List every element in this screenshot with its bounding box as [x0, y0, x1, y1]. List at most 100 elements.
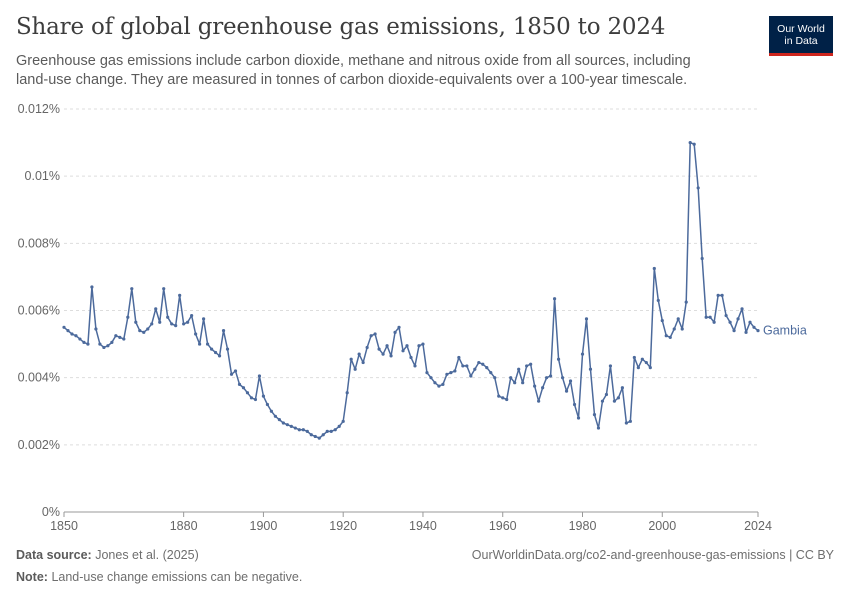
data-point[interactable]: [552, 297, 557, 301]
data-point[interactable]: [477, 360, 481, 365]
data-point[interactable]: [209, 347, 214, 351]
data-point[interactable]: [90, 285, 94, 289]
data-point[interactable]: [393, 330, 397, 334]
data-point[interactable]: [150, 322, 154, 326]
data-point[interactable]: [373, 332, 377, 336]
chart-series[interactable]: Gambia: [62, 140, 807, 440]
data-point[interactable]: [556, 357, 561, 361]
data-point[interactable]: [529, 362, 533, 366]
data-point[interactable]: [118, 335, 122, 339]
data-point[interactable]: [465, 364, 469, 368]
data-point[interactable]: [62, 325, 66, 329]
data-point[interactable]: [636, 365, 640, 370]
data-point[interactable]: [341, 419, 345, 423]
data-point[interactable]: [501, 396, 505, 400]
data-point[interactable]: [537, 399, 541, 403]
data-point[interactable]: [289, 424, 293, 428]
data-point[interactable]: [225, 347, 230, 351]
data-point[interactable]: [676, 317, 680, 321]
data-point[interactable]: [389, 354, 393, 358]
data-point[interactable]: [720, 293, 724, 297]
data-point[interactable]: [708, 315, 712, 319]
data-point[interactable]: [174, 324, 178, 328]
data-point[interactable]: [194, 332, 198, 336]
data-point[interactable]: [756, 329, 760, 333]
data-point[interactable]: [146, 327, 150, 331]
data-point[interactable]: [66, 329, 70, 333]
data-point[interactable]: [130, 287, 134, 291]
data-point[interactable]: [505, 397, 509, 402]
data-point[interactable]: [86, 342, 90, 346]
series-line-gambia[interactable]: [63, 141, 759, 439]
data-point[interactable]: [261, 394, 266, 398]
data-point[interactable]: [253, 397, 258, 402]
data-point[interactable]: [644, 360, 648, 365]
data-point[interactable]: [345, 391, 349, 395]
data-point[interactable]: [353, 367, 357, 371]
data-point[interactable]: [688, 140, 692, 145]
data-point[interactable]: [668, 335, 672, 339]
data-point[interactable]: [413, 364, 417, 368]
data-point[interactable]: [377, 347, 381, 351]
data-point[interactable]: [329, 429, 333, 433]
data-point[interactable]: [138, 329, 142, 333]
data-point[interactable]: [692, 142, 696, 146]
data-point[interactable]: [385, 344, 389, 348]
data-point[interactable]: [572, 402, 577, 407]
data-point[interactable]: [628, 419, 632, 423]
data-point[interactable]: [596, 426, 601, 430]
data-point[interactable]: [548, 374, 553, 378]
data-point[interactable]: [98, 342, 102, 346]
data-point[interactable]: [517, 367, 521, 371]
data-point[interactable]: [305, 429, 309, 433]
data-point[interactable]: [134, 320, 138, 324]
data-point[interactable]: [301, 428, 305, 432]
data-point[interactable]: [732, 329, 736, 333]
data-point[interactable]: [257, 374, 262, 378]
data-point[interactable]: [361, 360, 365, 365]
data-point[interactable]: [541, 386, 545, 390]
data-point[interactable]: [445, 372, 449, 376]
data-point[interactable]: [580, 352, 585, 356]
data-point[interactable]: [680, 327, 684, 331]
data-point[interactable]: [241, 386, 246, 390]
data-point[interactable]: [592, 413, 597, 417]
data-point[interactable]: [273, 414, 277, 418]
data-point[interactable]: [74, 334, 78, 338]
data-point[interactable]: [744, 330, 748, 334]
data-point[interactable]: [114, 334, 118, 338]
data-point[interactable]: [624, 421, 628, 425]
data-point[interactable]: [217, 354, 222, 358]
data-source-link[interactable]: Jones et al. (2025): [95, 548, 199, 562]
data-point[interactable]: [425, 371, 429, 375]
data-point[interactable]: [82, 340, 86, 345]
data-point[interactable]: [696, 186, 700, 190]
data-point[interactable]: [269, 409, 274, 413]
data-point[interactable]: [122, 337, 126, 341]
data-point[interactable]: [201, 317, 206, 321]
data-point[interactable]: [612, 399, 617, 403]
data-point[interactable]: [485, 365, 489, 370]
data-point[interactable]: [313, 434, 317, 439]
data-point[interactable]: [509, 376, 513, 380]
data-point[interactable]: [237, 382, 242, 386]
data-point[interactable]: [740, 307, 744, 311]
data-point[interactable]: [533, 384, 537, 388]
data-point[interactable]: [560, 376, 565, 380]
data-point[interactable]: [317, 436, 321, 440]
data-point[interactable]: [545, 376, 549, 380]
data-point[interactable]: [325, 429, 329, 433]
data-point[interactable]: [584, 317, 589, 321]
data-point[interactable]: [564, 389, 569, 393]
data-point[interactable]: [166, 315, 170, 319]
data-point[interactable]: [493, 376, 497, 380]
data-point[interactable]: [437, 384, 441, 388]
data-point[interactable]: [186, 320, 190, 324]
data-point[interactable]: [497, 394, 501, 398]
data-point[interactable]: [365, 345, 369, 350]
data-point[interactable]: [369, 334, 373, 338]
data-point[interactable]: [178, 293, 182, 297]
data-point[interactable]: [357, 352, 361, 356]
data-point[interactable]: [221, 329, 226, 333]
data-point[interactable]: [381, 352, 385, 356]
